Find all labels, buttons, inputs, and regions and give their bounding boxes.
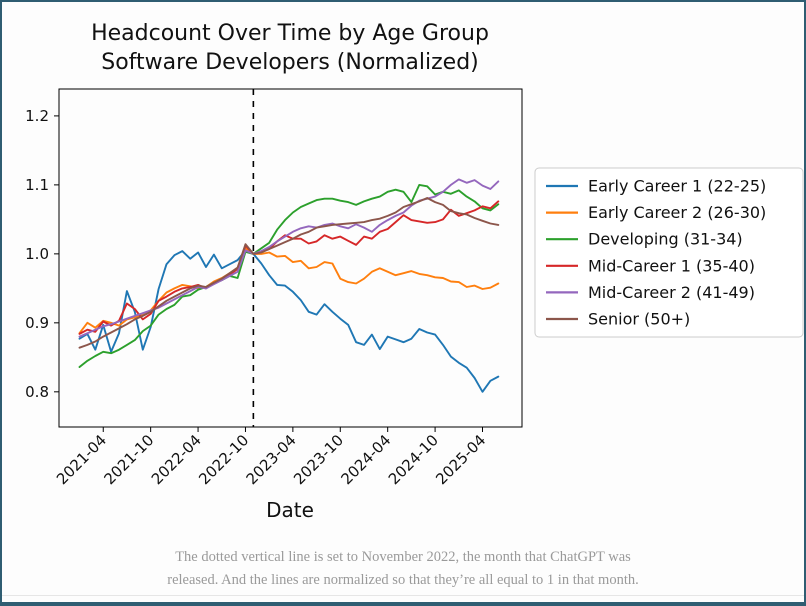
x-tick-label: 2021-10 [100,431,157,488]
plot-border [58,88,523,428]
divider-line [2,595,804,596]
x-tick-label: 2023-04 [243,431,300,488]
legend-label: Senior (50+) [588,310,690,329]
x-axis-label: Date [266,498,314,522]
legend-label: Mid-Career 2 (41-49) [588,283,755,302]
series-line-developing-31-34 [78,183,500,368]
x-tick-label: 2025-04 [432,431,489,488]
x-tick-label: 2022-10 [195,431,252,488]
caption-line-1: The dotted vertical line is set to Novem… [175,549,631,565]
legend-label: Early Career 1 (22-25) [588,177,766,196]
x-tick-label: 2022-04 [148,431,205,488]
series-line-mid-career-1-35-40 [78,200,500,335]
y-tick-label: 0.8 [25,383,49,401]
y-tick-label: 1.0 [25,245,49,263]
caption-line-2: released. And the lines are normalized s… [167,572,639,588]
x-tick-label: 2024-10 [385,431,442,488]
legend-label: Mid-Career 1 (35-40) [588,256,755,275]
chart-title-line1: Headcount Over Time by Age Group [91,21,489,46]
x-tick-label: 2024-04 [337,431,394,488]
legend-label: Early Career 2 (26-30) [588,203,766,222]
legend-label: Developing (31-34) [588,230,743,249]
x-tick-label: 2023-10 [290,431,347,488]
x-tick-label: 2021-04 [53,431,110,488]
chart-title-line2: Software Developers (Normalized) [101,50,479,75]
y-tick-label: 1.2 [25,107,49,125]
legend-box [534,167,804,338]
series-line-senior-50 [78,197,500,349]
headcount-chart: Headcount Over Time by Age Group Software… [25,21,804,522]
chart-caption: The dotted vertical line is set to Novem… [2,546,804,592]
y-tick-label: 0.9 [25,314,49,332]
series-line-early-career-2-26-30 [78,247,500,335]
series-line-early-career-1-22-25 [78,249,500,393]
y-tick-label: 1.1 [25,176,49,194]
